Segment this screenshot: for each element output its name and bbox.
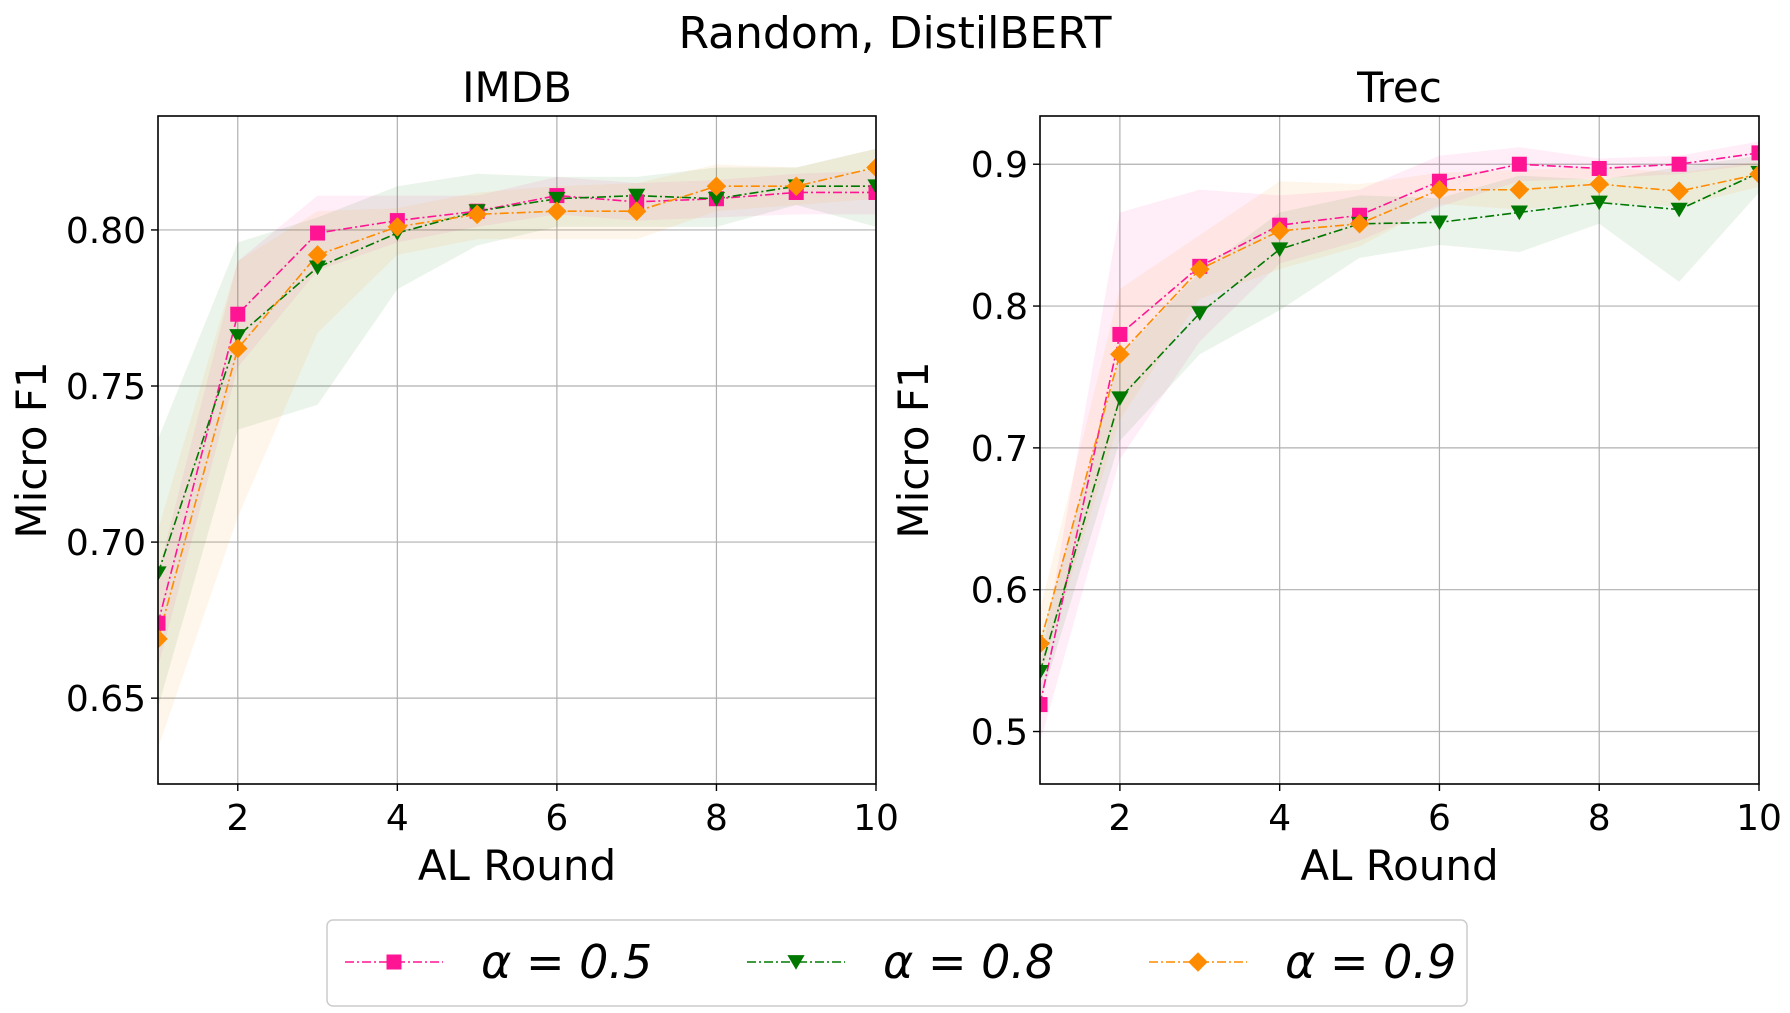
trec-point-0-8 bbox=[1111, 391, 1129, 406]
imdb-point-0-9 bbox=[786, 176, 806, 196]
trec-point-0-8 bbox=[1510, 205, 1528, 221]
trec-panel: 2 4 6 8 10 0.5 0.6 0.7 0.8 0.9 Trec AL Round Micro F… bbox=[889, 63, 1782, 890]
imdb-x-tick-label: 2 bbox=[226, 798, 249, 839]
trec-x-tick-label: 10 bbox=[1736, 798, 1782, 839]
trec-point-0-8 bbox=[1191, 306, 1209, 321]
trec-y-tick-label: 0.5 bbox=[971, 713, 1028, 754]
trec-x-axis-label: AL Round bbox=[1300, 841, 1498, 890]
trec-band-0-9 bbox=[1040, 161, 1759, 678]
trec-point-0-9 bbox=[1040, 633, 1050, 654]
legend-label: α = 0.8 bbox=[883, 935, 1054, 989]
imdb-panel: 2 4 6 8 10 0.65 0.70 0.75 0.80 IMDB AL Round Micro … bbox=[7, 63, 899, 890]
legend-frame bbox=[326, 919, 1468, 1007]
imdb-x-tick-label: 10 bbox=[853, 798, 899, 839]
trec-point-0-9 bbox=[1429, 179, 1450, 200]
trec-point-0-9 bbox=[1110, 344, 1130, 365]
imdb-line-0-5 bbox=[158, 191, 876, 624]
legend-marker bbox=[386, 954, 402, 970]
imdb-plot-area bbox=[158, 148, 876, 749]
trec-line-0-9 bbox=[1040, 173, 1759, 644]
imdb-point-0-9 bbox=[626, 201, 647, 221]
trec-x-tick-label: 2 bbox=[1108, 798, 1131, 839]
imdb-point-0-9 bbox=[547, 201, 567, 221]
imdb-point-0-9 bbox=[228, 338, 248, 359]
imdb-y-tick-label: 0.75 bbox=[66, 367, 146, 408]
trec-point-0-9 bbox=[1509, 179, 1530, 200]
figure-suptitle: Random, DistilBERT bbox=[678, 8, 1111, 59]
trec-y-tick-label: 0.9 bbox=[971, 145, 1028, 186]
imdb-x-tick-label: 4 bbox=[386, 798, 409, 839]
trec-x-tick-label: 4 bbox=[1268, 798, 1291, 839]
trec-point-0-9 bbox=[1749, 164, 1759, 184]
imdb-y-tick-label: 0.65 bbox=[66, 679, 146, 720]
imdb-y-tick-label: 0.80 bbox=[66, 211, 146, 252]
imdb-point-0-5 bbox=[230, 306, 246, 322]
imdb-x-tick-label: 6 bbox=[545, 798, 568, 839]
imdb-axes-frame bbox=[157, 115, 877, 785]
legend-label: α = 0.9 bbox=[1285, 935, 1456, 989]
imdb-point-0-9 bbox=[387, 217, 408, 237]
trec-band-0-5 bbox=[1040, 141, 1759, 743]
trec-line-0-5 bbox=[1040, 152, 1759, 705]
trec-x-tick-label: 8 bbox=[1588, 798, 1611, 839]
imdb-point-0-9 bbox=[467, 204, 487, 225]
imdb-point-0-9 bbox=[158, 629, 168, 649]
imdb-band-0-9 bbox=[158, 148, 876, 749]
imdb-point-0-8 bbox=[158, 566, 167, 582]
trec-y-axis-label: Micro F1 bbox=[889, 361, 938, 538]
trec-point-0-9 bbox=[1589, 174, 1609, 194]
trec-y-tick-label: 0.7 bbox=[971, 429, 1028, 470]
trec-point-0-8 bbox=[1670, 202, 1688, 218]
trec-point-0-5 bbox=[1112, 326, 1128, 342]
trec-point-0-8 bbox=[1430, 215, 1449, 231]
trec-point-0-8 bbox=[1040, 665, 1049, 680]
trec-plot-area bbox=[1040, 141, 1759, 743]
imdb-point-0-5 bbox=[310, 225, 326, 241]
legend-item-alpha-0-8: α = 0.8 bbox=[747, 935, 1054, 989]
trec-point-0-9 bbox=[1190, 259, 1210, 279]
imdb-x-tick-label: 8 bbox=[705, 798, 728, 839]
legend-item-alpha-0-5: α = 0.5 bbox=[345, 935, 652, 989]
trec-point-0-8 bbox=[1271, 242, 1289, 258]
imdb-band-0-8 bbox=[158, 148, 876, 708]
imdb-point-0-9 bbox=[866, 157, 876, 178]
imdb-point-0-5 bbox=[158, 615, 166, 631]
imdb-point-0-8 bbox=[867, 179, 876, 194]
imdb-line-0-9 bbox=[158, 166, 876, 640]
imdb-point-0-5 bbox=[868, 184, 876, 200]
trec-x-tick-label: 6 bbox=[1428, 798, 1451, 839]
legend-marker bbox=[1188, 952, 1208, 972]
trec-point-0-8 bbox=[1590, 195, 1608, 211]
trec-y-tick-label: 0.8 bbox=[971, 287, 1028, 328]
trec-line-0-8 bbox=[1040, 172, 1759, 673]
imdb-y-axis-label: Micro F1 bbox=[7, 361, 56, 538]
trec-axes-frame bbox=[1039, 115, 1760, 785]
imdb-point-0-8 bbox=[308, 260, 327, 276]
trec-point-0-5 bbox=[1671, 156, 1687, 172]
trec-point-0-5 bbox=[1040, 697, 1048, 713]
imdb-point-0-8 bbox=[628, 188, 646, 204]
trec-y-tick-label: 0.6 bbox=[971, 571, 1028, 612]
trec-point-0-9 bbox=[1349, 214, 1370, 234]
imdb-title: IMDB bbox=[462, 63, 572, 112]
trec-point-0-5 bbox=[1511, 156, 1527, 172]
imdb-x-axis-label: AL Round bbox=[418, 841, 616, 890]
legend-item-alpha-0-9: α = 0.9 bbox=[1149, 935, 1456, 989]
legend-label: α = 0.5 bbox=[481, 935, 652, 989]
trec-point-0-5 bbox=[1591, 160, 1607, 176]
trec-title: Trec bbox=[1356, 63, 1442, 112]
imdb-y-tick-label: 0.70 bbox=[66, 523, 146, 564]
legend-marker bbox=[787, 955, 805, 970]
imdb-point-0-8 bbox=[707, 191, 726, 207]
imdb-point-0-9 bbox=[706, 176, 727, 196]
trec-band-0-8 bbox=[1040, 155, 1759, 704]
trec-point-0-9 bbox=[1669, 181, 1689, 201]
legend: α = 0.5 α = 0.8 α = 0.9 bbox=[326, 919, 1468, 1007]
imdb-point-0-8 bbox=[548, 191, 566, 207]
imdb-point-0-8 bbox=[229, 329, 247, 344]
trec-point-0-9 bbox=[1269, 221, 1290, 241]
imdb-point-0-9 bbox=[307, 245, 328, 265]
trec-point-0-5 bbox=[1751, 145, 1759, 161]
